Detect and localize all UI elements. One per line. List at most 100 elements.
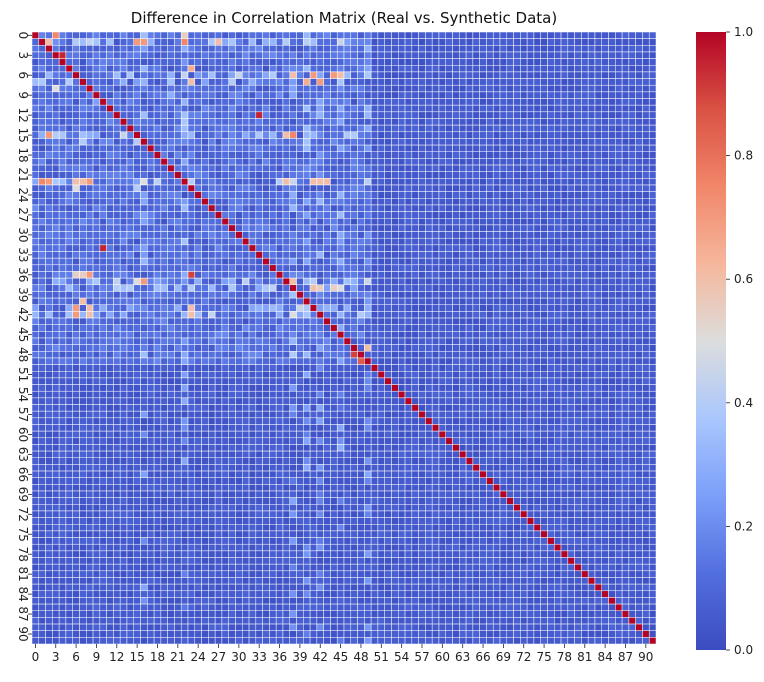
heatmap-cell (255, 284, 263, 292)
heatmap-cell (147, 71, 155, 79)
heatmap-cell (526, 357, 535, 365)
heatmap-cell (119, 304, 128, 312)
heatmap-cell (431, 264, 440, 272)
heatmap-cell (459, 104, 467, 113)
heatmap-cell (303, 244, 311, 252)
heatmap-cell (316, 324, 324, 332)
heatmap-cell (540, 311, 548, 319)
heatmap-cell (255, 144, 263, 152)
heatmap-cell (506, 184, 514, 192)
heatmap-cell (228, 364, 236, 372)
heatmap-cell (180, 371, 189, 379)
heatmap-cell (180, 98, 189, 106)
heatmap-cell (357, 297, 365, 305)
heatmap-cell (608, 357, 616, 365)
heatmap-cell (554, 131, 562, 139)
heatmap-cell (364, 297, 372, 305)
heatmap-cell (398, 191, 406, 199)
heatmap-cell (587, 211, 596, 219)
heatmap-cell (214, 231, 223, 239)
heatmap-cell (201, 65, 209, 73)
heatmap-cell (357, 31, 365, 39)
heatmap-cell (628, 317, 636, 325)
heatmap-cell (615, 151, 623, 159)
heatmap-cell (309, 91, 318, 99)
heatmap-cell (31, 357, 40, 365)
heatmap-cell (242, 271, 250, 279)
heatmap-cell (269, 111, 277, 119)
heatmap-cell (269, 31, 277, 39)
heatmap-cell (635, 304, 643, 312)
heatmap-cell (180, 351, 189, 359)
heatmap-cell (336, 178, 345, 186)
heatmap-cell (479, 158, 487, 166)
heatmap-cell (119, 284, 128, 292)
heatmap-cell (296, 98, 304, 106)
heatmap-cell (608, 191, 616, 199)
heatmap-cell (648, 291, 657, 299)
heatmap-cell (330, 58, 338, 66)
heatmap-cell (72, 237, 80, 246)
heatmap-cell (99, 78, 107, 86)
heatmap-cell (601, 271, 609, 279)
heatmap-cell (140, 291, 148, 299)
heatmap-cell (520, 331, 528, 339)
heatmap-cell (289, 284, 297, 292)
heatmap-cell (174, 138, 182, 146)
heatmap-cell (174, 118, 182, 126)
heatmap-cell (377, 38, 385, 46)
heatmap-cell (248, 131, 257, 139)
heatmap-cell (438, 277, 446, 286)
heatmap-cell (621, 324, 630, 332)
heatmap-cell (445, 184, 453, 192)
heatmap-cell (31, 311, 40, 319)
heatmap-cell (92, 291, 101, 299)
heatmap-cell (520, 237, 528, 246)
heatmap-cell (594, 38, 602, 46)
heatmap-cell (255, 344, 263, 352)
heatmap-cell (45, 271, 53, 279)
heatmap-cell (608, 84, 616, 93)
heatmap-cell (621, 244, 630, 252)
heatmap-cell (343, 171, 352, 179)
heatmap-cell (425, 251, 433, 259)
heatmap-cell (520, 257, 528, 266)
heatmap-cell (343, 224, 352, 232)
heatmap-cell (140, 38, 148, 46)
heatmap-cell (262, 357, 270, 365)
heatmap-cell (45, 344, 53, 352)
heatmap-cell (581, 58, 589, 66)
heatmap-cell (554, 377, 562, 385)
heatmap-cell (126, 224, 134, 232)
heatmap-cell (391, 317, 399, 325)
heatmap-cell (574, 144, 582, 152)
heatmap-cell (262, 158, 270, 166)
heatmap-cell (486, 111, 494, 119)
heatmap-cell (526, 231, 535, 239)
heatmap-cell (119, 78, 128, 86)
heatmap-cell (384, 98, 392, 106)
heatmap-cell (574, 124, 582, 133)
heatmap-cell (357, 198, 365, 206)
heatmap-cell (208, 291, 216, 299)
heatmap-cell (106, 364, 114, 372)
heatmap-cell (370, 224, 379, 232)
heatmap-cell (92, 191, 101, 199)
heatmap-cell (459, 184, 467, 192)
heatmap-cell (431, 138, 440, 146)
heatmap-cell (587, 271, 596, 279)
heatmap-cell (79, 357, 87, 365)
heatmap-cell (554, 351, 562, 359)
heatmap-cell (350, 371, 358, 379)
heatmap-cell (147, 131, 155, 139)
heatmap-cell (79, 244, 87, 252)
heatmap-cell (208, 151, 216, 159)
heatmap-cell (357, 171, 365, 179)
heatmap-cell (52, 131, 60, 139)
heatmap-cell (79, 158, 87, 166)
heatmap-cell (92, 257, 101, 266)
heatmap-cell (228, 211, 236, 219)
heatmap-cell (554, 271, 562, 279)
heatmap-cell (492, 264, 501, 272)
heatmap-cell (282, 337, 290, 345)
